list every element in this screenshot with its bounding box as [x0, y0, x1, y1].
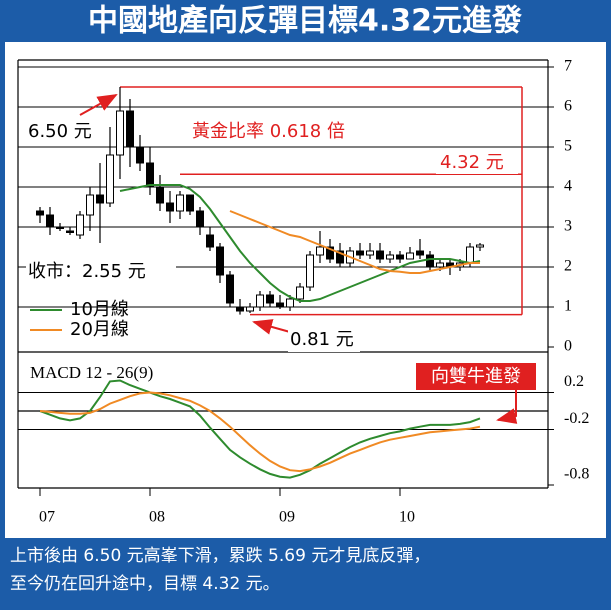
- candle-body: [56, 226, 64, 229]
- candle-body: [236, 306, 244, 312]
- candle-body: [176, 194, 184, 212]
- y-tick-label: 4: [564, 178, 572, 195]
- candle-body: [256, 294, 264, 308]
- candle-body: [166, 202, 174, 212]
- candle-body: [466, 246, 474, 264]
- candle-body: [276, 302, 284, 308]
- legend-label: 10月線: [70, 299, 129, 320]
- y-tick-label: 6: [564, 98, 572, 115]
- y-tick-label: 3: [564, 218, 572, 235]
- candle-body: [156, 186, 164, 204]
- annotation: 4.32 元: [440, 152, 504, 173]
- annotation: 6.50 元: [28, 121, 92, 142]
- chart-panel: [5, 42, 606, 538]
- candle-body: [416, 250, 424, 256]
- candle-body: [86, 194, 94, 216]
- x-tick-label: 10: [399, 509, 415, 526]
- candle-body: [46, 214, 54, 228]
- candle-body: [126, 110, 134, 148]
- chart-title: 中國地產向反彈目標4.32元進發: [88, 4, 522, 39]
- arrow: [79, 94, 118, 116]
- candle-body: [106, 154, 114, 204]
- legend-label: 20月線: [70, 319, 129, 340]
- candle-body: [316, 246, 324, 256]
- y-tick-label: 1: [564, 298, 572, 315]
- arrow: [252, 319, 291, 335]
- candle-body: [226, 274, 234, 304]
- label-bg: [436, 150, 518, 174]
- candle-body: [196, 210, 204, 228]
- x-tick-label: 08: [149, 509, 165, 526]
- candle-body: [286, 298, 294, 308]
- line: [229, 210, 480, 274]
- candle-body: [36, 210, 44, 216]
- frame: [17, 59, 549, 489]
- label-box: [416, 363, 536, 390]
- candle-body: [436, 262, 444, 268]
- candle-body: [386, 254, 394, 260]
- candle-body: [476, 244, 484, 248]
- line: [39, 391, 481, 473]
- line: [119, 184, 481, 302]
- y-tick-label: -0.2: [564, 410, 589, 427]
- y-tick-label: 5: [564, 138, 572, 155]
- label-bg: [288, 328, 360, 352]
- line: [39, 379, 481, 479]
- candle-body: [116, 110, 124, 156]
- x-tick-label: 09: [279, 509, 295, 526]
- candle-body: [146, 162, 154, 188]
- candle-body: [426, 254, 434, 268]
- candle-body: [296, 286, 304, 300]
- candle-body: [336, 250, 344, 264]
- y-tick-label: 2: [564, 258, 572, 275]
- caption: 至今仍在回升途中，目標 4.32 元。: [10, 574, 280, 594]
- candle-body: [96, 194, 104, 204]
- y-tick-label: 7: [564, 58, 572, 75]
- arrow: [496, 390, 518, 424]
- candle-body: [206, 234, 214, 248]
- y-tick-label: -0.8: [564, 466, 589, 483]
- candle-body: [216, 246, 224, 276]
- macd-title: MACD 12 - 26(9): [30, 363, 153, 382]
- annotation: 向雙牛進發: [431, 366, 521, 387]
- candle-body: [326, 246, 334, 260]
- annotation: 黃金比率 0.618 倍: [192, 121, 345, 142]
- candle-body: [186, 194, 194, 212]
- candle-body: [306, 254, 314, 288]
- candle-body: [396, 254, 404, 260]
- candle-body: [376, 250, 384, 260]
- candle-body: [66, 230, 74, 233]
- x-tick-label: 07: [39, 509, 55, 526]
- candle-body: [366, 250, 374, 256]
- candle-body: [76, 214, 84, 236]
- candle-body: [136, 146, 144, 164]
- candle-body: [406, 252, 414, 260]
- annotation: 0.81 元: [290, 329, 354, 350]
- candle-body: [356, 250, 364, 256]
- label-bg: [26, 258, 176, 284]
- caption: 上市後由 6.50 元高峯下滑，累跌 5.69 元才見底反彈，: [10, 546, 430, 566]
- candle-body: [266, 294, 274, 304]
- y-tick-label: 0.2: [564, 373, 584, 390]
- y-tick-label: 0: [564, 338, 572, 355]
- candle-body: [246, 306, 254, 312]
- annotation: 收市：2.55 元: [28, 261, 146, 282]
